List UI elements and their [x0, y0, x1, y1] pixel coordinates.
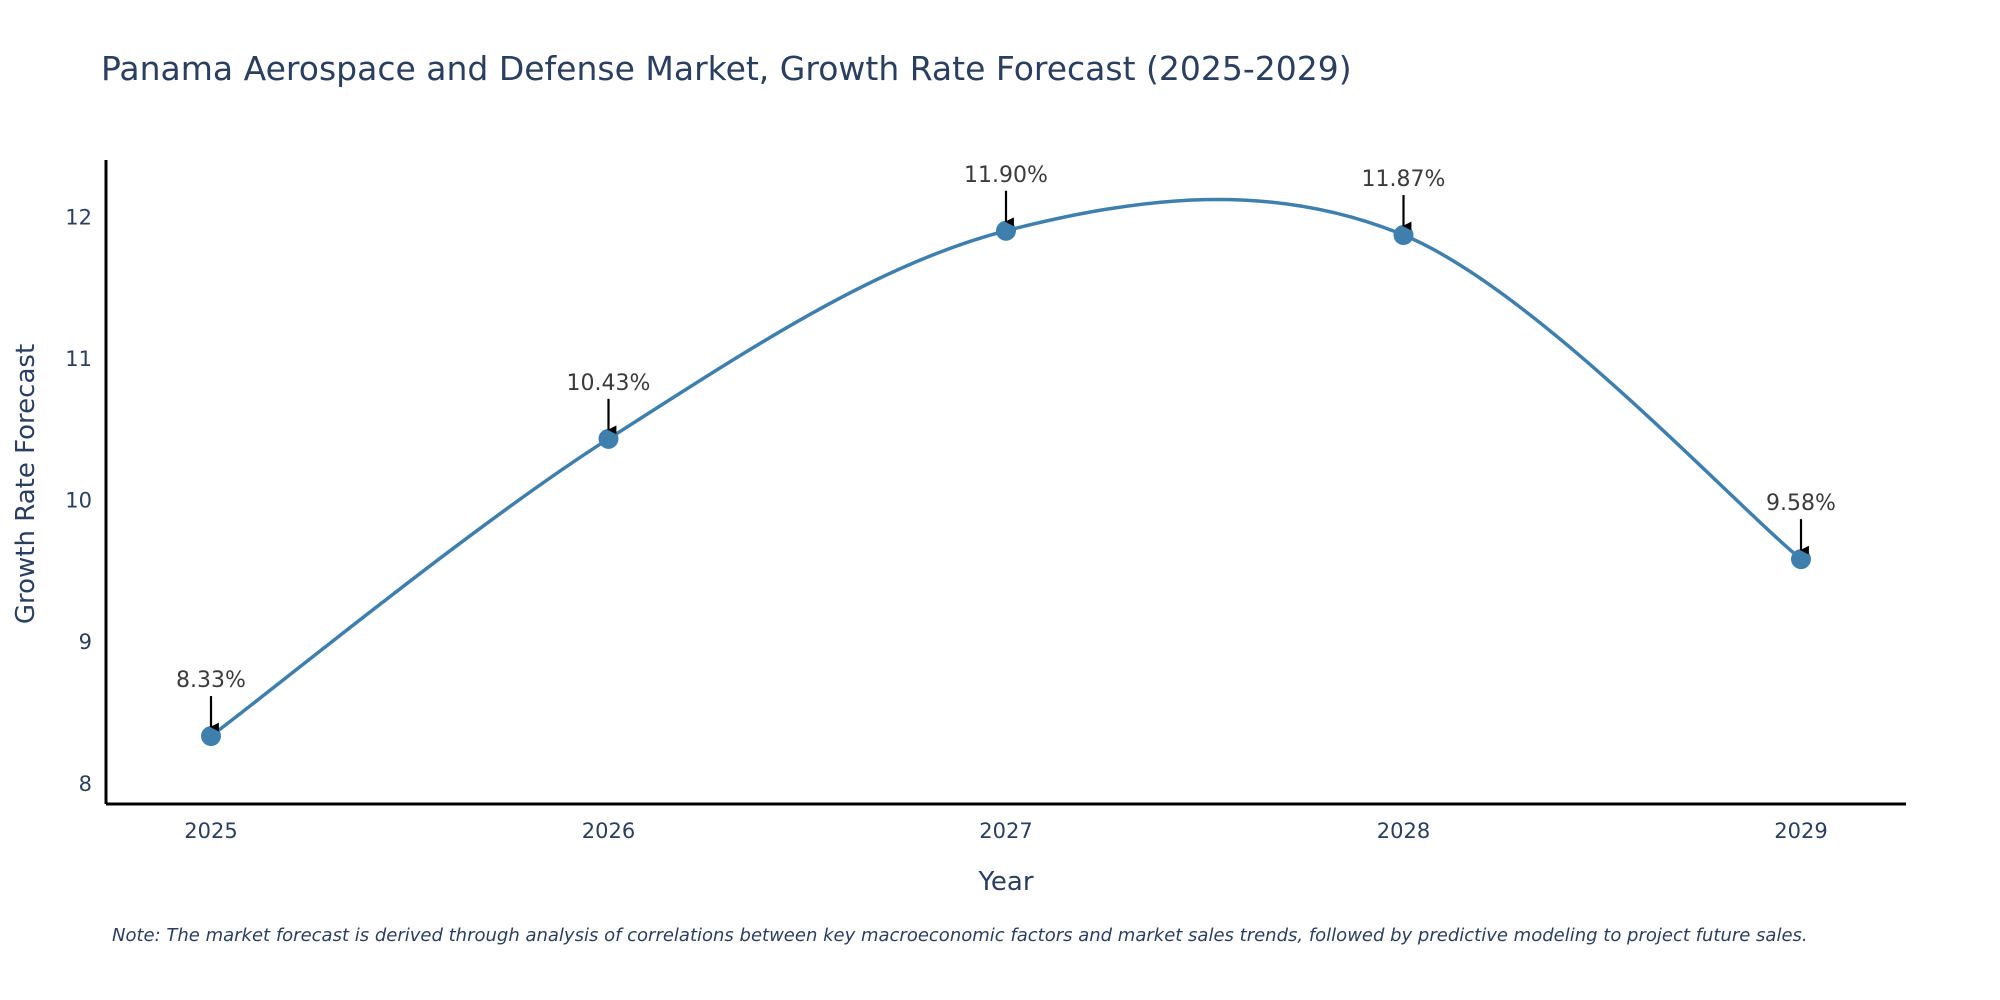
data-point-2028: [1393, 225, 1414, 246]
annotation-label-2027: 11.90%: [964, 163, 1048, 188]
y-tick-label-12: 12: [65, 206, 92, 230]
data-point-2025: [201, 726, 221, 747]
data-markers: [201, 220, 1811, 747]
data-point-2029: [1791, 549, 1811, 570]
annotation-label-2028: 11.87%: [1362, 167, 1446, 192]
x-tick-label-2027: 2027: [979, 819, 1032, 843]
data-point-2027: [996, 220, 1016, 241]
x-tick-label-2029: 2029: [1774, 819, 1827, 843]
data-annotations: 8.33% 10.43% 11.90% 11.87% 9.58%: [176, 163, 1836, 732]
annotation-label-2025: 8.33%: [176, 668, 246, 693]
series-line: [209, 197, 1803, 738]
y-axis-title: Growth Rate Forecast: [11, 344, 41, 624]
y-tick-label-8: 8: [79, 772, 92, 796]
data-point-2026: [598, 428, 619, 449]
chart-title: Panama Aerospace and Defense Market, Gro…: [101, 49, 1352, 88]
y-axis-ticks: 8 9 10 11 12: [65, 206, 92, 796]
y-tick-label-11: 11: [65, 347, 92, 371]
annotation-label-2029: 9.58%: [1766, 491, 1836, 516]
x-tick-label-2028: 2028: [1377, 819, 1430, 843]
x-tick-label-2025: 2025: [184, 819, 237, 843]
x-tick-label-2026: 2026: [582, 819, 635, 843]
x-axis-ticks: 2025 2026 2027 2028 2029: [184, 819, 1827, 843]
x-axis-title: Year: [977, 867, 1033, 897]
y-tick-label-10: 10: [65, 489, 92, 513]
chart-note: Note: The market forecast is derived thr…: [112, 925, 1808, 946]
annotation-label-2026: 10.43%: [567, 371, 651, 396]
y-tick-label-9: 9: [79, 630, 92, 654]
